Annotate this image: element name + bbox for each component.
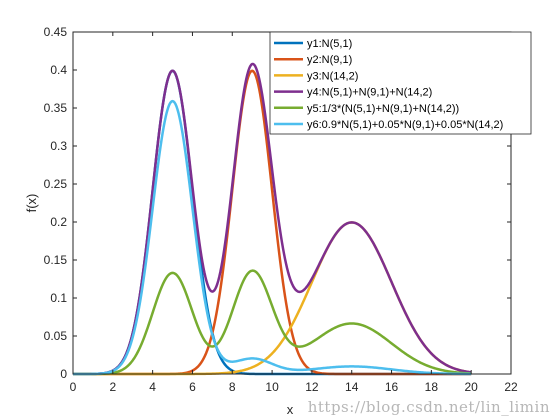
- y-tick-label: 0.45: [44, 25, 68, 39]
- watermark-text: https://blog.csdn.net/lin_limin: [307, 398, 550, 416]
- y-tick-label: 0.1: [50, 291, 67, 305]
- y-tick-label: 0.2: [50, 215, 67, 229]
- x-tick-label: 4: [149, 380, 156, 394]
- series-line-4: [72, 62, 472, 376]
- tick-layer: 0 2 4 6 8 10 12 14 16 18 20 22 0 0.05 0.1 0.15 0.2 0.25 0.…: [44, 25, 518, 394]
- y-tick-label: 0.3: [50, 139, 67, 153]
- y-tick-label: 0.05: [44, 329, 68, 343]
- series-line-5: [72, 269, 472, 376]
- y-tick-label: 0.35: [44, 101, 68, 115]
- x-tick-label: 14: [345, 380, 359, 394]
- x-tick-label: 10: [265, 380, 279, 394]
- x-tick-label: 18: [425, 380, 439, 394]
- legend-label-4: y4:N(5,1)+N(9,1)+N(14,2): [307, 87, 432, 99]
- legend-label-5: y5:1/3*(N(5,1)+N(9,1)+N(14,2)): [307, 103, 459, 115]
- legend: y1:N(5,1) y2:N(9,1) y3:N(14,2) y4:N(5,1)+N(…: [269, 31, 532, 135]
- x-tick-label: 2: [109, 380, 116, 394]
- legend-label-6: y6:0.9*N(5,1)+0.05*N(9,1)+0.05*N(14,2): [307, 119, 503, 131]
- legend-label-2: y2:N(9,1): [307, 54, 352, 66]
- x-tick-label: 12: [305, 380, 319, 394]
- series-line-6: [72, 99, 472, 376]
- x-tick-label: 16: [385, 380, 399, 394]
- y-tick-label: 0: [60, 367, 67, 381]
- legend-label-3: y3:N(14,2): [307, 70, 358, 82]
- y-tick-label: 0.4: [50, 63, 67, 77]
- x-tick-label: 8: [229, 380, 236, 394]
- legend-label-1: y1:N(5,1): [307, 38, 352, 50]
- y-tick-label: 0.15: [44, 253, 68, 267]
- x-tick-label: 0: [70, 380, 77, 394]
- x-tick-label: 6: [189, 380, 196, 394]
- y-axis-label: f(x): [24, 194, 39, 213]
- x-axis-label: x: [287, 402, 294, 417]
- x-tick-label: 20: [465, 380, 479, 394]
- y-tick-label: 0.25: [44, 177, 68, 191]
- legend-box: [269, 31, 532, 135]
- x-tick-label: 22: [504, 380, 518, 394]
